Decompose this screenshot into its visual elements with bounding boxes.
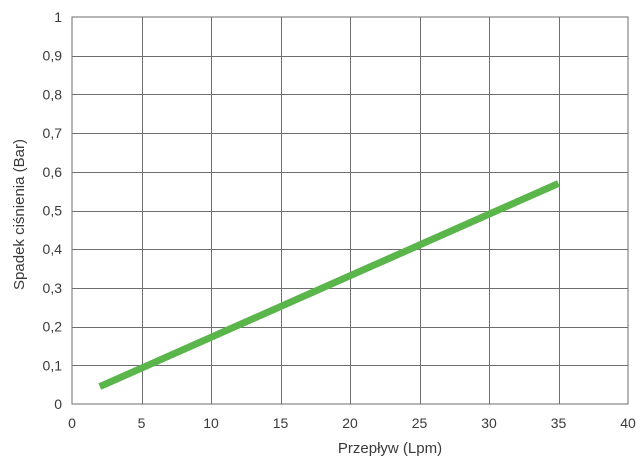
x-tick-label: 40 [620,415,636,431]
y-tick-label: 1 [54,9,62,25]
y-tick-label: 0,9 [43,48,63,64]
x-axis-ticks: 0 5 10 15 20 25 30 35 40 [68,415,636,431]
x-tick-label: 10 [203,415,219,431]
x-tick-label: 25 [412,415,428,431]
y-tick-label: 0,4 [43,241,63,257]
y-axis-ticks: 0 0,1 0,2 0,3 0,4 0,5 0,6 0,7 0,8 0,9 1 [43,9,63,412]
y-tick-label: 0,7 [43,125,63,141]
x-tick-label: 35 [551,415,567,431]
y-axis-title: Spadek ciśnienia (Bar) [11,139,28,290]
y-tick-label: 0,1 [43,357,63,373]
y-tick-label: 0,3 [43,280,63,296]
x-tick-label: 5 [138,415,146,431]
x-axis-title: Przepływ (Lpm) [338,440,442,457]
grid [71,16,629,405]
y-tick-label: 0,8 [43,86,63,102]
series-line [98,180,560,390]
y-tick-label: 0,5 [43,203,63,219]
x-tick-label: 15 [273,415,289,431]
y-tick-label: 0,6 [43,164,63,180]
x-tick-label: 20 [342,415,358,431]
series-layer [98,180,560,390]
x-tick-label: 30 [481,415,497,431]
x-tick-label: 0 [68,415,76,431]
y-tick-label: 0,2 [43,319,63,335]
y-tick-label: 0 [54,396,62,412]
